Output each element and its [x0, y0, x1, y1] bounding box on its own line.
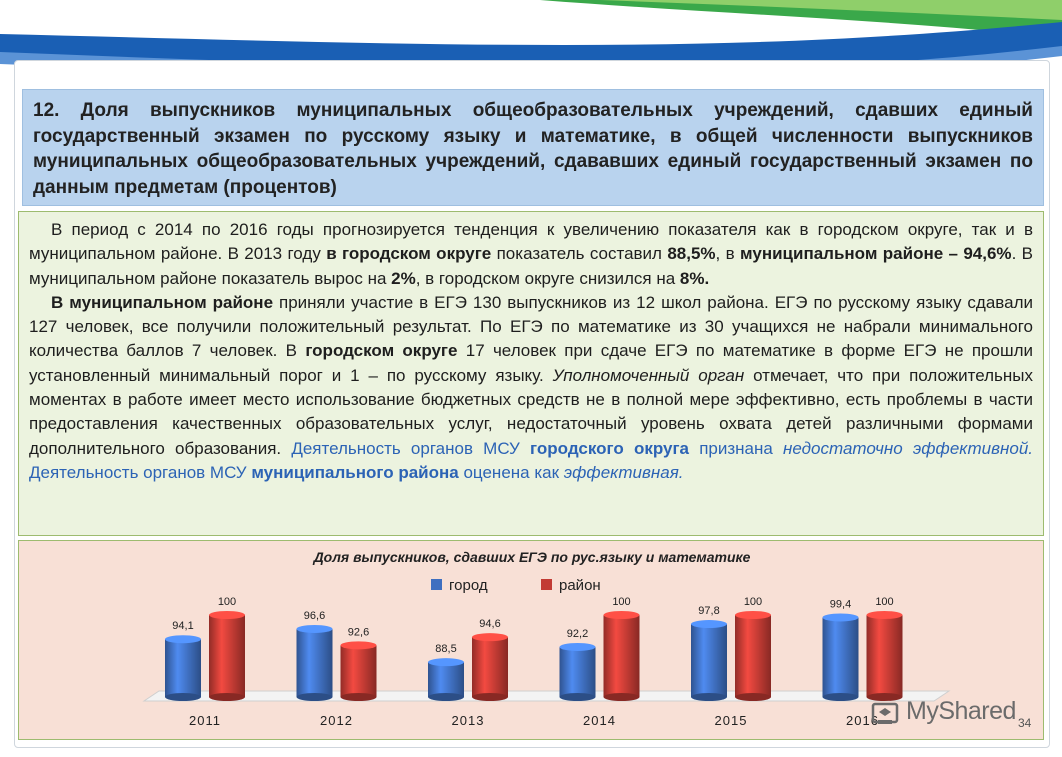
- legend-label-2: район: [559, 577, 601, 594]
- p2-blue-italic-4: недостаточно эффективной.: [783, 438, 1033, 458]
- p2-blue-1: Деятельность органов МСУ: [291, 438, 531, 458]
- title-box: 12. Доля выпускников муниципальных общео…: [22, 89, 1044, 206]
- p2-text-3: отмечает, что при положительных моментах…: [29, 365, 1033, 458]
- data-label-район-2016: 100: [875, 596, 893, 608]
- watermark-text: MyShared: [906, 697, 1016, 725]
- p2-bold-1: В муниципальном районе: [51, 292, 274, 312]
- category-label-2016: 2016: [846, 713, 879, 728]
- watermark: MyShared: [870, 694, 1030, 730]
- p2-italic-1: Уполномоченный орган: [552, 365, 745, 385]
- p1-text-3: , в: [715, 244, 741, 264]
- p2-bold-2: городском округе: [305, 341, 458, 361]
- p1-bold-1: в городском округе: [326, 244, 492, 264]
- data-label-город-2012: 96,6: [304, 610, 325, 622]
- mortarboard-icon: [871, 702, 899, 724]
- bar-район-2015: [735, 611, 771, 701]
- paragraph-2: В муниципальном районе приняли участие в…: [29, 291, 1033, 485]
- data-label-район-2012: 92,6: [348, 626, 369, 638]
- data-label-город-2014: 92,2: [567, 628, 588, 640]
- slide-title: 12. Доля выпускников муниципальных общео…: [33, 100, 1033, 198]
- bar-город-2016: [822, 613, 859, 701]
- data-label-город-2013: 88,5: [435, 643, 456, 655]
- p2-text-2: 17 человек при сдаче ЕГЭ по математике в…: [29, 341, 1033, 385]
- legend-swatch-2: [541, 579, 552, 590]
- chart-bars: [165, 611, 903, 701]
- bar-город-2014: [559, 642, 596, 701]
- data-label-город-2015: 97,8: [698, 605, 719, 617]
- p1-text-2: показатель составил: [491, 244, 668, 264]
- p2-blue-3: признана: [689, 438, 784, 458]
- bar-район-2016: [866, 611, 903, 701]
- chart-legend: город район: [431, 577, 601, 594]
- bar-район-2011: [209, 611, 245, 701]
- category-label-2015: 2015: [715, 713, 748, 728]
- p2-blue-italic-8: эффективная.: [563, 462, 684, 482]
- legend-swatch-1: [431, 579, 442, 590]
- p1-bold-3: муниципальном районе – 94,6%: [740, 244, 1012, 264]
- category-label-2012: 2012: [320, 713, 353, 728]
- category-label-2014: 2014: [583, 713, 616, 728]
- p2-blue-bold-6: муниципального района: [251, 462, 459, 482]
- p2-blue-bold-2: городского округа: [530, 438, 689, 458]
- p1-bold-2: 88,5%: [667, 244, 716, 264]
- data-label-город-2011: 94,1: [172, 620, 193, 632]
- bar-район-2014: [603, 611, 640, 701]
- bar-город-2011: [165, 635, 201, 701]
- p1-text-1: В период с 2014 по 2016 годы прогнозируе…: [29, 220, 1033, 264]
- data-label-район-2015: 100: [744, 596, 762, 608]
- bar-район-2012: [340, 641, 377, 701]
- p2-text-1: приняли участие в ЕГЭ 130 выпускников из…: [29, 292, 1033, 361]
- data-label-район-2014: 100: [612, 596, 630, 608]
- paragraph-1: В период с 2014 по 2016 годы прогнозируе…: [29, 218, 1033, 291]
- p2-blue-7: оценена как: [458, 462, 564, 482]
- chart-labels: 94,1 100 2011 96,6 92,6 2012 88,5 94,6 2013 92,2 1…: [172, 596, 893, 728]
- legend-label-1: город: [449, 577, 488, 594]
- p1-bold-4: 2%: [391, 268, 416, 288]
- chart-panel: Доля выпускников, сдавших ЕГЭ по рус.язы…: [18, 540, 1044, 740]
- data-label-город-2016: 99,4: [830, 598, 851, 610]
- bar-район-2013: [472, 633, 508, 701]
- p1-text-5: , в городском округе снизился на: [415, 268, 680, 288]
- p2-blue-5: Деятельность органов МСУ: [29, 462, 252, 482]
- p1-bold-5: 8%.: [679, 268, 710, 288]
- data-label-район-2013: 94,6: [479, 618, 500, 630]
- text-body: В период с 2014 по 2016 годы прогнозируе…: [18, 211, 1044, 536]
- p1-text-4: . В муниципальном районе показатель выро…: [29, 244, 1033, 288]
- category-label-2011: 2011: [189, 713, 221, 728]
- bar-chart: Доля выпускников, сдавших ЕГЭ по рус.язы…: [142, 549, 951, 728]
- category-label-2013: 2013: [452, 713, 485, 728]
- bar-город-2015: [691, 620, 727, 701]
- bar-город-2013: [428, 658, 464, 701]
- chart-title: Доля выпускников, сдавших ЕГЭ по рус.язы…: [313, 549, 751, 565]
- bar-город-2012: [296, 624, 333, 701]
- page-number: 34: [1018, 716, 1032, 730]
- data-label-район-2011: 100: [218, 596, 236, 608]
